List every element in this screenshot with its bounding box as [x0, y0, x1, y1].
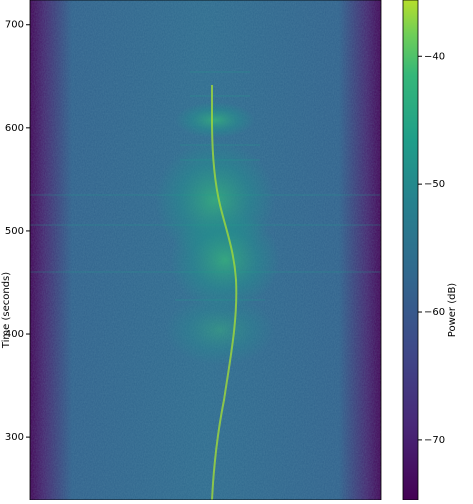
y-axis-label: Time (seconds) [1, 272, 12, 349]
streaks [30, 71, 381, 301]
signal-blob [170, 210, 280, 310]
y-tick-label: 300 [5, 432, 24, 443]
y-tick-label: 700 [5, 20, 24, 31]
colorbar-tick-label: −50 [424, 179, 445, 190]
y-tick-label: 600 [5, 123, 24, 134]
colorbar-tick-label: −70 [424, 435, 445, 446]
signal-blob [175, 102, 255, 138]
y-tick-label: 500 [5, 226, 24, 237]
spectrogram [30, 0, 381, 500]
signal-trace [211, 85, 238, 500]
colorbar-label: Power (dB) [447, 283, 458, 338]
colorbar-tick-label: −60 [424, 307, 445, 318]
y-tick-label: 400 [5, 329, 24, 340]
signal-blob [165, 295, 275, 365]
colorbar [402, 0, 419, 501]
colorbar-tick-label: −40 [424, 51, 445, 62]
